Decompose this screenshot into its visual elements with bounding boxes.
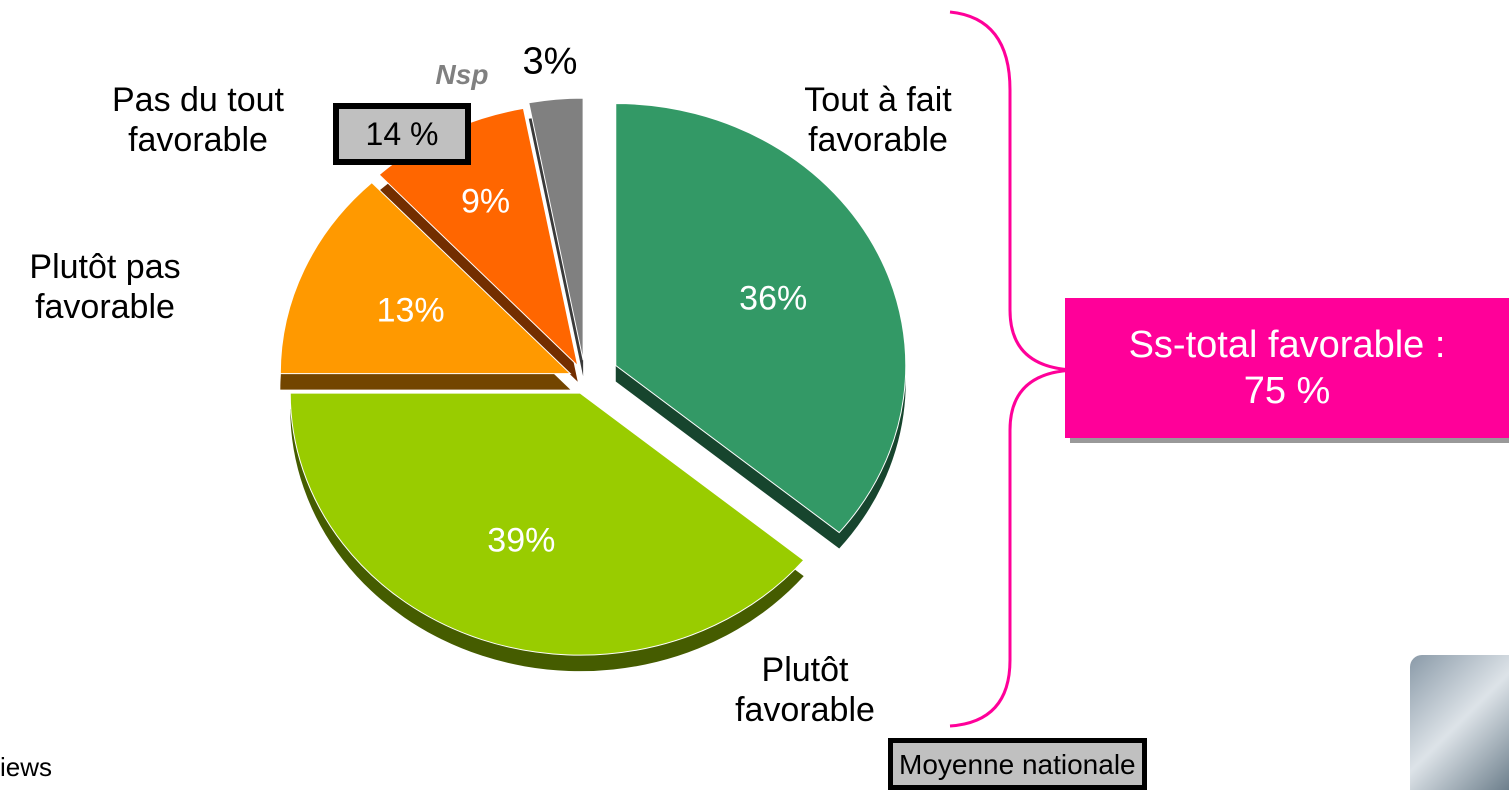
footnote: iews [0, 752, 52, 783]
average-label: Moyenne nationale [888, 738, 1147, 790]
value-label: 3% [523, 41, 578, 84]
value-label: 13% [377, 292, 445, 331]
category-label: Nsp [422, 55, 502, 95]
category-label: Pas du tout favorable [78, 80, 318, 160]
subtotal-label: Ss-total favorable : 75 % [1065, 298, 1509, 438]
group-label: 14 % [333, 103, 471, 165]
value-label: 9% [461, 183, 510, 222]
photo [1410, 655, 1509, 790]
value-label: 39% [487, 522, 555, 561]
category-label: Plutôt favorable [705, 650, 905, 730]
category-label: Plutôt pas favorable [0, 247, 215, 327]
page: 14 % Ss-total favorable : 75 % Moyenne n… [0, 0, 1509, 790]
value-label: 36% [739, 279, 807, 318]
category-label: Tout à fait favorable [768, 80, 988, 160]
